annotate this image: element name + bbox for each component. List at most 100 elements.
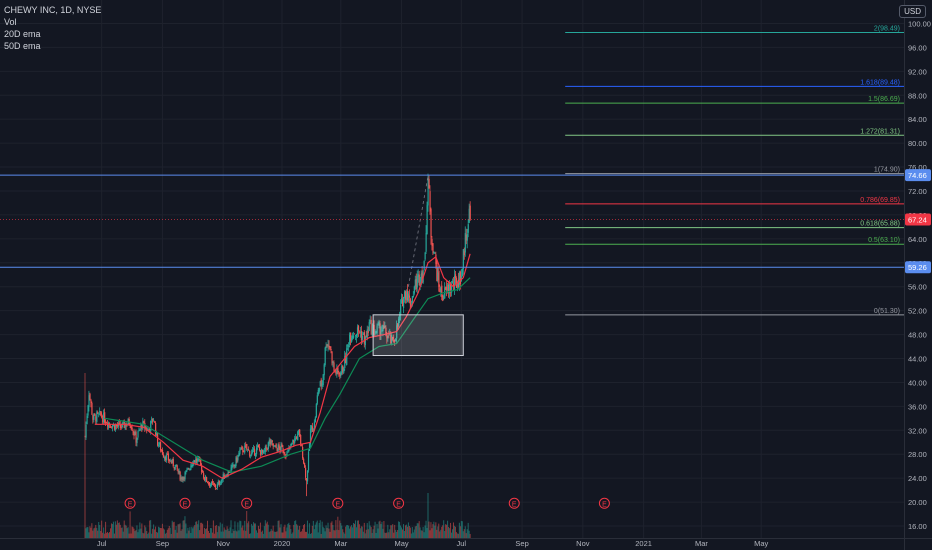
volume-bar bbox=[185, 523, 187, 538]
candle-body bbox=[371, 326, 373, 336]
volume-bar bbox=[269, 531, 271, 538]
volume-bar bbox=[391, 525, 393, 538]
candle-body bbox=[381, 330, 383, 332]
volume-bar bbox=[356, 520, 358, 538]
candle-body bbox=[154, 421, 156, 423]
volume-bar bbox=[193, 526, 195, 538]
volume-bar bbox=[259, 522, 261, 538]
candle-body bbox=[351, 338, 353, 343]
volume-bar bbox=[271, 530, 273, 538]
candle-body bbox=[143, 421, 145, 423]
volume-bar bbox=[144, 525, 146, 538]
volume-bar bbox=[448, 527, 450, 538]
price-axis-tick: 16.00 bbox=[908, 522, 927, 531]
time-axis-label: Nov bbox=[576, 539, 590, 548]
candle-body bbox=[255, 453, 257, 457]
price-axis-tick: 88.00 bbox=[908, 91, 927, 100]
earnings-marker[interactable] bbox=[508, 497, 520, 509]
candle-body bbox=[228, 470, 230, 474]
candle-body bbox=[214, 484, 217, 488]
legend-symbol-title[interactable]: CHEWY INC, 1D, NYSE bbox=[4, 5, 102, 15]
volume-bar bbox=[204, 527, 206, 538]
volume-bar bbox=[355, 527, 357, 538]
volume-bar bbox=[420, 530, 422, 538]
volume-bar bbox=[429, 530, 431, 538]
candle-body bbox=[267, 442, 269, 450]
volume-bar bbox=[431, 528, 433, 538]
candle-body bbox=[158, 445, 160, 446]
earnings-marker[interactable] bbox=[332, 497, 344, 509]
volume-bar bbox=[465, 533, 467, 538]
volume-bar bbox=[443, 520, 445, 538]
volume-bar bbox=[426, 527, 428, 538]
candle-body bbox=[364, 336, 366, 346]
volume-bar bbox=[272, 525, 274, 538]
candle-body bbox=[403, 296, 405, 308]
candle-body bbox=[366, 329, 368, 339]
candle-body bbox=[335, 371, 337, 374]
consolidation-rectangle[interactable] bbox=[372, 314, 464, 357]
candle-body bbox=[232, 464, 234, 466]
volume-bar bbox=[440, 529, 442, 538]
volume-bar bbox=[151, 533, 153, 538]
currency-button[interactable]: USD bbox=[899, 5, 926, 18]
candle-body bbox=[259, 450, 262, 455]
candle-body bbox=[378, 322, 380, 326]
volume-bar bbox=[276, 531, 278, 538]
price-axis-line-label: 59.26 bbox=[908, 263, 927, 272]
volume-bar bbox=[125, 525, 127, 538]
volume-bar bbox=[248, 521, 250, 538]
candle-body bbox=[114, 424, 117, 430]
volume-bar bbox=[109, 532, 110, 538]
candle-body bbox=[253, 448, 255, 450]
volume-bar bbox=[229, 527, 231, 538]
volume-bar bbox=[455, 532, 457, 538]
candle-body bbox=[99, 410, 101, 413]
fib-level-label: 1.5(86.69) bbox=[868, 96, 900, 103]
candle-body bbox=[244, 445, 246, 453]
candle-body bbox=[230, 467, 232, 473]
volume-bar bbox=[464, 526, 466, 538]
earnings-marker[interactable] bbox=[179, 497, 191, 509]
legend-volume[interactable]: Vol bbox=[4, 17, 17, 27]
volume-bar bbox=[118, 522, 120, 538]
candle-body bbox=[442, 295, 444, 301]
volume-bar bbox=[137, 532, 139, 538]
candle-body bbox=[208, 482, 211, 486]
candle-body bbox=[213, 483, 216, 485]
volume-bar bbox=[378, 521, 380, 538]
candle-body bbox=[112, 423, 115, 427]
volume-bar bbox=[404, 525, 406, 538]
earnings-marker-label: E bbox=[128, 501, 133, 508]
volume-bar bbox=[108, 533, 110, 538]
volume-bar bbox=[182, 520, 184, 538]
candle-body bbox=[280, 444, 282, 451]
volume-bar bbox=[273, 531, 275, 538]
earnings-marker[interactable] bbox=[393, 497, 405, 509]
volume-bar bbox=[317, 532, 319, 538]
volume-bar bbox=[258, 528, 260, 538]
volume-bar bbox=[432, 524, 434, 538]
volume-bar bbox=[263, 526, 265, 538]
earnings-marker[interactable] bbox=[598, 497, 610, 509]
candle-body bbox=[173, 467, 175, 469]
legend-ema20[interactable]: 20D ema bbox=[4, 29, 41, 39]
candle-body bbox=[195, 458, 197, 463]
earnings-marker[interactable] bbox=[241, 497, 253, 509]
volume-bar bbox=[119, 524, 121, 538]
volume-bar bbox=[286, 527, 288, 538]
earnings-marker[interactable] bbox=[124, 497, 136, 509]
candle-body bbox=[404, 291, 407, 300]
candle-body bbox=[338, 372, 340, 375]
candle-body bbox=[313, 422, 316, 430]
volume-bar bbox=[433, 521, 435, 538]
candle-body bbox=[373, 324, 375, 335]
legend-ema50[interactable]: 50D ema bbox=[4, 41, 41, 51]
volume-bar bbox=[394, 524, 396, 538]
volume-bar bbox=[253, 522, 255, 538]
volume-bar bbox=[166, 529, 168, 538]
volume-bar bbox=[147, 533, 149, 538]
volume-bar bbox=[174, 529, 176, 538]
candle-body bbox=[384, 326, 386, 328]
